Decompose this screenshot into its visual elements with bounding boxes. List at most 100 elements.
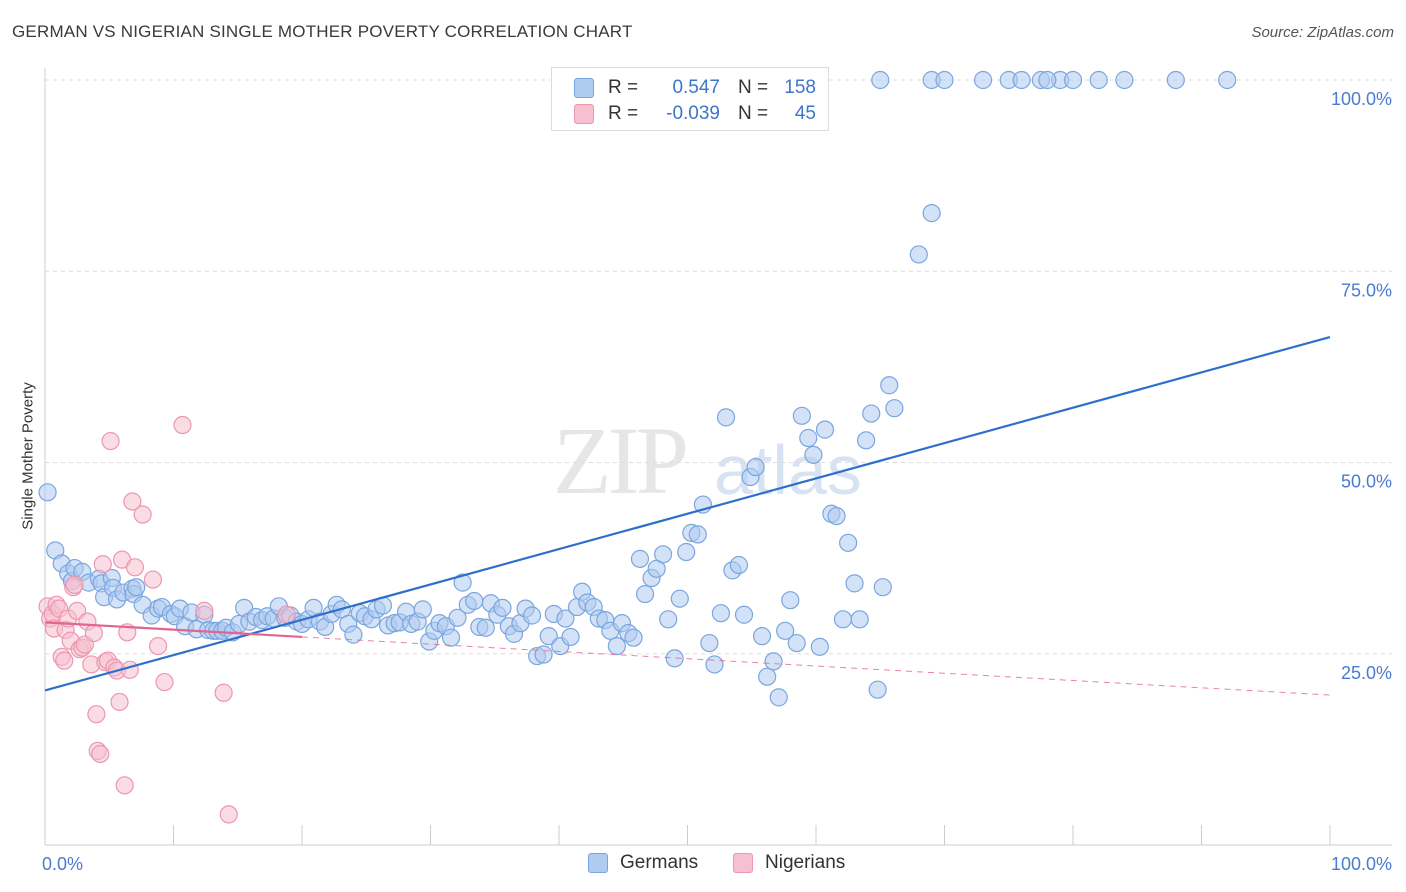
nigerians-point xyxy=(101,431,120,451)
germans-point xyxy=(441,628,461,647)
nigerians-point xyxy=(195,601,214,621)
legend-item-germans[interactable]: Germans xyxy=(588,852,698,874)
x-tick-label-max: 100.0% xyxy=(1331,854,1392,874)
legend-row-nigerians: R = -0.039 N = 45 xyxy=(574,102,816,126)
germans-point xyxy=(677,542,696,562)
germans-point xyxy=(746,457,765,477)
germans-point xyxy=(534,645,553,664)
germans-r-label: R = xyxy=(608,77,639,98)
germans-r-value: 0.547 xyxy=(672,77,720,98)
germans-point xyxy=(799,428,818,448)
nigerians-point xyxy=(214,683,233,702)
nigerians-r-value: -0.039 xyxy=(666,103,720,124)
germans-point xyxy=(764,652,783,671)
nigerians-point xyxy=(277,605,296,624)
germans-point xyxy=(659,610,678,629)
germans-n-label: N = xyxy=(738,77,769,98)
germans-point xyxy=(476,618,495,637)
nigerians-trend-line xyxy=(44,621,303,639)
germans-point xyxy=(857,431,876,450)
legend-row-germans: R = 0.547 N = 158 xyxy=(574,76,816,100)
germans-point xyxy=(973,70,993,90)
germans-point xyxy=(561,627,580,647)
germans-point xyxy=(839,533,858,552)
germans-point xyxy=(729,555,749,575)
germans-point xyxy=(781,591,800,610)
y-tick-label-100: 100.0% xyxy=(1331,89,1392,109)
germans-point xyxy=(752,627,772,646)
nigerians-swatch xyxy=(574,104,594,124)
germans-point xyxy=(344,625,363,644)
germans-point xyxy=(711,604,731,623)
germans-point xyxy=(758,667,777,686)
nigerians-point xyxy=(155,672,174,692)
x-tick-label-min: 0.0% xyxy=(42,854,83,874)
germans-point xyxy=(804,445,823,464)
watermark-zip: ZIP xyxy=(553,407,689,514)
germans-point xyxy=(607,636,626,656)
germans-point xyxy=(448,608,467,627)
nigerians-point xyxy=(219,805,238,824)
germans-point xyxy=(833,610,853,629)
nigerians-point xyxy=(55,651,74,670)
watermark-atlas: atlas xyxy=(714,431,862,509)
germans-point xyxy=(688,525,707,544)
germans-point xyxy=(850,610,869,629)
y-tick-label-50: 50.0% xyxy=(1341,472,1392,492)
correlation-legend: R = 0.547 N = 158 R = -0.039 N = 45 xyxy=(551,67,829,131)
germans-point xyxy=(453,573,472,592)
germans-point xyxy=(792,406,811,425)
germans-point xyxy=(873,578,892,597)
nigerians-n-label: N = xyxy=(738,103,769,124)
germans-point xyxy=(935,70,954,90)
nigerians-point xyxy=(110,692,129,712)
germans-point xyxy=(539,627,558,646)
germans-point xyxy=(38,483,57,502)
nigerians-point xyxy=(65,575,84,595)
series-legend: Germans Nigerians xyxy=(0,852,1406,876)
germans-point xyxy=(922,204,941,223)
germans-point xyxy=(127,578,146,597)
nigerians-point xyxy=(84,623,103,643)
germans-point xyxy=(716,408,736,427)
germans-point xyxy=(734,605,754,624)
legend-item-nigerians[interactable]: Nigerians xyxy=(733,852,845,874)
germans-n-value: 158 xyxy=(784,77,816,98)
germans-trend-line xyxy=(44,335,1331,692)
germans-point xyxy=(1063,70,1083,90)
nigerians-point xyxy=(91,744,110,764)
nigerians-point xyxy=(115,776,134,795)
germans-legend-swatch xyxy=(588,853,608,873)
germans-point xyxy=(787,633,806,653)
y-axis-label: Single Mother Poverty xyxy=(19,382,37,530)
germans-point xyxy=(522,606,542,625)
germans-point xyxy=(700,633,719,653)
germans-point xyxy=(1218,70,1237,90)
nigerians-trend-line-extension xyxy=(301,636,1331,696)
y-tick-label-25: 25.0% xyxy=(1341,663,1392,683)
germans-point xyxy=(1166,70,1185,90)
germans-point xyxy=(413,600,432,619)
germans-point xyxy=(624,628,643,647)
germans-point xyxy=(705,655,724,674)
nigerians-point xyxy=(148,636,168,656)
germans-point xyxy=(885,399,904,418)
nigerians-n-value: 45 xyxy=(794,103,816,124)
germans-point xyxy=(810,637,829,656)
nigerians-legend-swatch xyxy=(733,853,753,873)
nigerians-point xyxy=(87,705,106,724)
nigerians-point xyxy=(173,415,192,435)
y-tick-label-75: 75.0% xyxy=(1341,280,1392,300)
germans-point xyxy=(1115,70,1134,90)
germans-point xyxy=(827,506,846,526)
germans-point xyxy=(630,549,650,568)
germans-point xyxy=(670,589,689,608)
germans-point xyxy=(909,245,928,264)
nigerians-point xyxy=(93,555,112,574)
germans-point xyxy=(1012,70,1031,90)
nigerians-r-label: R = xyxy=(608,103,639,124)
nigerians-point xyxy=(143,570,163,589)
germans-point xyxy=(769,688,788,707)
germans-point xyxy=(880,376,899,395)
